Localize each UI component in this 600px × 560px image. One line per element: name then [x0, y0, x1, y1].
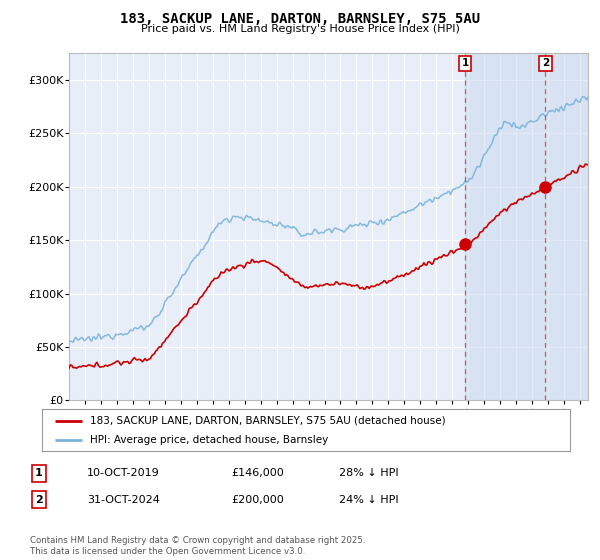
Text: 31-OCT-2024: 31-OCT-2024: [87, 494, 160, 505]
Text: 10-OCT-2019: 10-OCT-2019: [87, 468, 160, 478]
Text: Price paid vs. HM Land Registry's House Price Index (HPI): Price paid vs. HM Land Registry's House …: [140, 24, 460, 34]
Text: 28% ↓ HPI: 28% ↓ HPI: [339, 468, 398, 478]
Text: 183, SACKUP LANE, DARTON, BARNSLEY, S75 5AU: 183, SACKUP LANE, DARTON, BARNSLEY, S75 …: [120, 12, 480, 26]
Text: 1: 1: [35, 468, 43, 478]
Text: 2: 2: [542, 58, 549, 68]
Text: £146,000: £146,000: [231, 468, 284, 478]
Text: 183, SACKUP LANE, DARTON, BARNSLEY, S75 5AU (detached house): 183, SACKUP LANE, DARTON, BARNSLEY, S75 …: [89, 416, 445, 426]
Text: 2: 2: [35, 494, 43, 505]
Text: Contains HM Land Registry data © Crown copyright and database right 2025.
This d: Contains HM Land Registry data © Crown c…: [30, 536, 365, 556]
Text: 24% ↓ HPI: 24% ↓ HPI: [339, 494, 398, 505]
Text: HPI: Average price, detached house, Barnsley: HPI: Average price, detached house, Barn…: [89, 435, 328, 445]
Text: 1: 1: [461, 58, 469, 68]
Text: £200,000: £200,000: [231, 494, 284, 505]
Bar: [465, 53, 588, 400]
